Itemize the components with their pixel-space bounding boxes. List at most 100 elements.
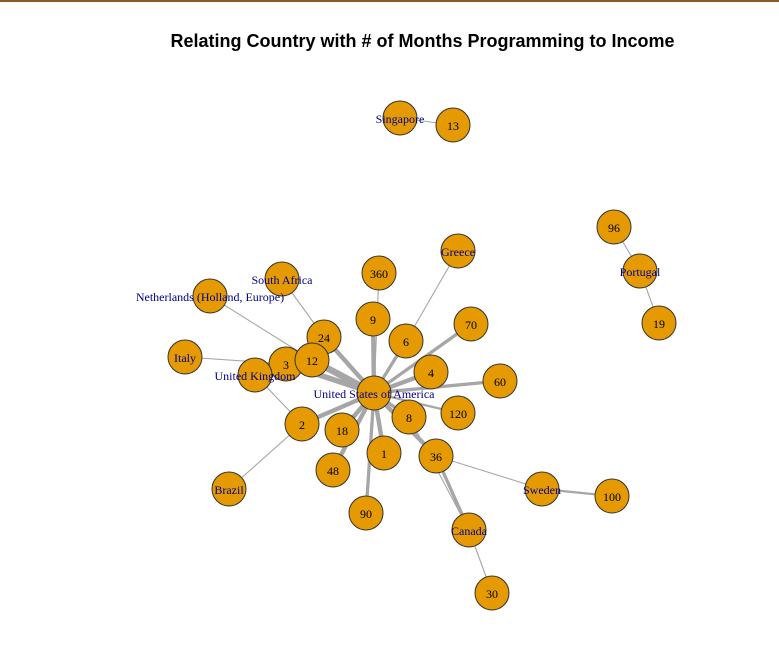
- node-12: [294, 342, 330, 378]
- node-label-united-states-of-america: United States of America: [314, 387, 436, 401]
- node-label-30: 30: [486, 587, 498, 601]
- node-circle: [264, 261, 300, 297]
- node-italy: [167, 339, 203, 375]
- node-canada: [451, 512, 487, 548]
- node-greece: [440, 233, 476, 269]
- node-18: [324, 412, 360, 448]
- node-circle: [211, 471, 247, 507]
- node-circle: [482, 363, 518, 399]
- node-19: [641, 305, 677, 341]
- node-label-36: 36: [430, 450, 442, 464]
- graph-title: Relating Country with # of Months Progra…: [170, 31, 675, 51]
- node-90: [348, 495, 384, 531]
- node-8: [391, 399, 427, 435]
- node-9: [355, 301, 391, 337]
- node-4: [413, 354, 449, 390]
- node-circle: [413, 354, 449, 390]
- node-label-3: 3: [283, 358, 289, 372]
- node-label-13: 13: [447, 119, 459, 133]
- node-36: [418, 438, 454, 474]
- node-circle: [366, 435, 402, 471]
- node-label-9: 9: [370, 313, 376, 327]
- node-circle: [382, 100, 418, 136]
- node-portugal: [622, 253, 658, 289]
- node-100: [594, 478, 630, 514]
- node-united-kingdom: [237, 357, 273, 393]
- node-label-24: 24: [318, 331, 330, 345]
- node-circle: [361, 255, 397, 291]
- node-circle: [440, 233, 476, 269]
- node-circle: [167, 339, 203, 375]
- node-120: [440, 395, 476, 431]
- node-circle: [641, 305, 677, 341]
- node-circle: [453, 306, 489, 342]
- node-circle: [596, 209, 632, 245]
- node-label-70: 70: [465, 318, 477, 332]
- node-circle: [237, 357, 273, 393]
- node-label-12: 12: [306, 354, 318, 368]
- node-96: [596, 209, 632, 245]
- node-label-2: 2: [299, 418, 305, 432]
- node-circle: [435, 107, 471, 143]
- node-circle: [391, 399, 427, 435]
- edge-sweden-36: [435, 455, 543, 490]
- node-label-canada: Canada: [451, 524, 488, 538]
- node-south-africa: [264, 261, 300, 297]
- node-circle: [324, 412, 360, 448]
- node-label-120: 120: [449, 407, 467, 421]
- node-brazil: [211, 471, 247, 507]
- edge-canada-8: [408, 416, 470, 531]
- edge-layer: [184, 117, 660, 594]
- node-circle: [315, 452, 351, 488]
- node-circle: [294, 342, 330, 378]
- node-circle: [451, 512, 487, 548]
- node-label-1: 1: [381, 447, 387, 461]
- node-circle: [284, 406, 320, 442]
- node-circle: [356, 375, 392, 411]
- node-2: [284, 406, 320, 442]
- node-circle: [440, 395, 476, 431]
- node-label-brazil: Brazil: [214, 483, 244, 497]
- node-label-360: 360: [370, 267, 388, 281]
- node-circle: [622, 253, 658, 289]
- node-circle: [474, 575, 510, 611]
- node-360: [361, 255, 397, 291]
- node-circle: [418, 438, 454, 474]
- node-70: [453, 306, 489, 342]
- node-circle: [355, 301, 391, 337]
- node-60: [482, 363, 518, 399]
- node-label-6: 6: [403, 335, 409, 349]
- node-circle: [192, 278, 228, 314]
- node-label-100: 100: [603, 490, 621, 504]
- node-label-4: 4: [428, 366, 434, 380]
- node-label-48: 48: [327, 464, 339, 478]
- node-label-18: 18: [336, 424, 348, 438]
- node-label-96: 96: [608, 221, 620, 235]
- node-label-sweden: Sweden: [523, 483, 561, 497]
- node-label-singapore: Singapore: [376, 112, 425, 126]
- node-label-south-africa: South Africa: [252, 273, 314, 287]
- node-circle: [348, 495, 384, 531]
- node-singapore: [382, 100, 418, 136]
- top-border: [0, 0, 779, 2]
- node-sweden: [524, 471, 560, 507]
- node-label-90: 90: [360, 507, 372, 521]
- node-netherlands-holland-europe: [192, 278, 228, 314]
- node-label-greece: Greece: [441, 245, 475, 259]
- node-circle: [388, 323, 424, 359]
- node-label-italy: Italy: [174, 351, 196, 365]
- node-label-60: 60: [494, 375, 506, 389]
- node-label-united-kingdom: United Kingdom: [215, 369, 297, 383]
- node-48: [315, 452, 351, 488]
- node-circle: [594, 478, 630, 514]
- node-6: [388, 323, 424, 359]
- node-label-netherlands-holland-europe: Netherlands (Holland, Europe): [136, 290, 284, 304]
- node-30: [474, 575, 510, 611]
- node-label-8: 8: [406, 411, 412, 425]
- node-label-19: 19: [653, 317, 665, 331]
- node-13: [435, 107, 471, 143]
- node-circle: [524, 471, 560, 507]
- node-label-portugal: Portugal: [620, 265, 661, 279]
